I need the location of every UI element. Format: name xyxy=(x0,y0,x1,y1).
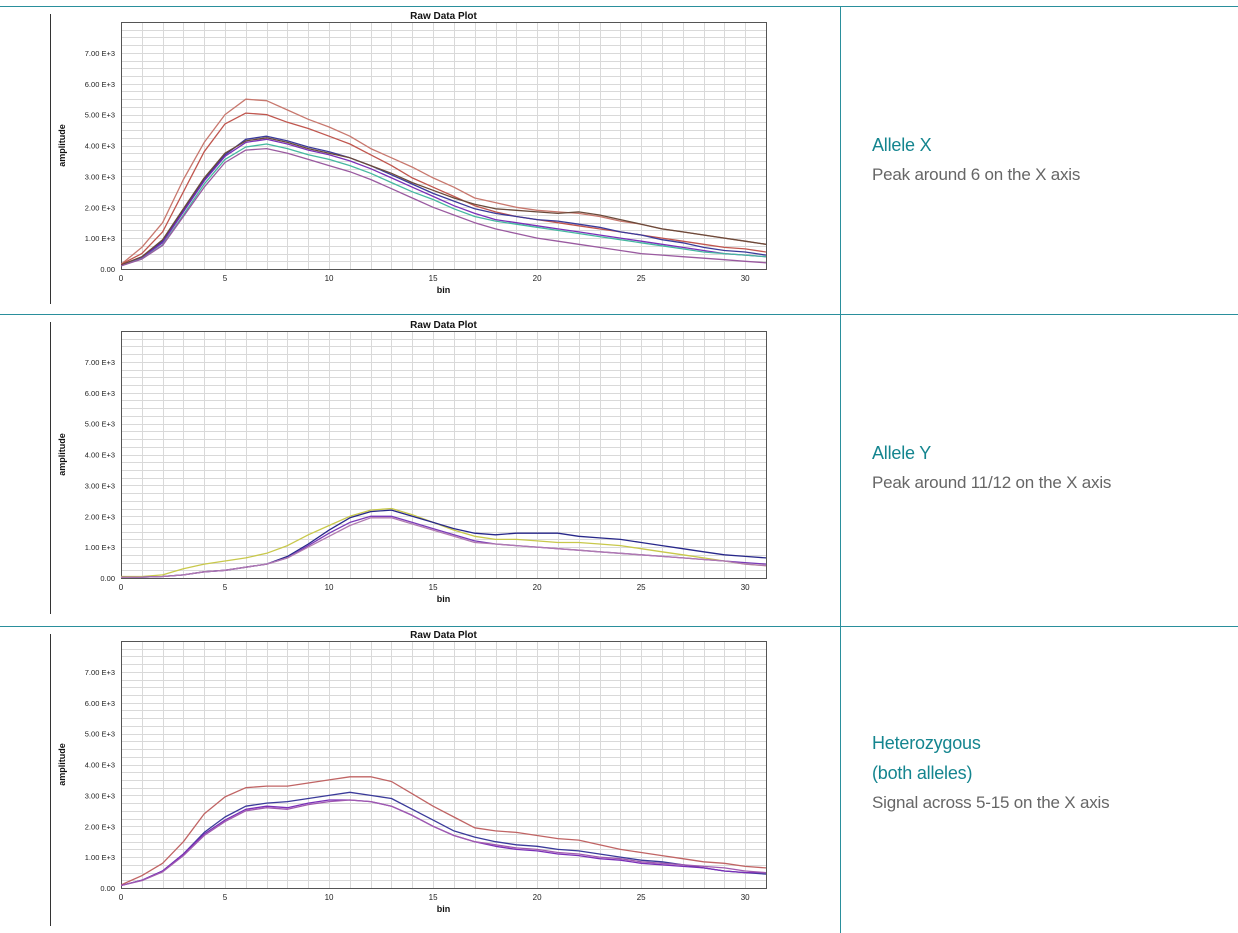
y-tick-label: 7.00 E+3 xyxy=(85,668,115,677)
chart-title: Raw Data Plot xyxy=(410,11,477,22)
x-tick-label: 15 xyxy=(429,583,438,592)
x-axis-label: bin xyxy=(437,904,451,914)
x-tick-label: 5 xyxy=(223,893,228,902)
y-tick-label: 7.00 E+3 xyxy=(85,358,115,367)
y-tick-label: 0.00 xyxy=(100,574,115,583)
chart-title: Raw Data Plot xyxy=(410,320,477,331)
x-tick-label: 0 xyxy=(119,583,124,592)
chart-title: Raw Data Plot xyxy=(410,630,477,641)
plot-frame xyxy=(121,641,767,889)
series-line xyxy=(121,143,766,267)
y-tick-label: 1.00 E+3 xyxy=(85,853,115,862)
x-tick-label: 25 xyxy=(637,893,646,902)
y-axis-label: amplitude xyxy=(57,433,67,476)
y-tick-label: 1.00 E+3 xyxy=(85,543,115,552)
panel-label: Allele Y xyxy=(872,443,932,463)
y-tick-label: 4.00 E+3 xyxy=(85,142,115,151)
x-tick-label: 15 xyxy=(429,274,438,283)
series-line xyxy=(121,112,766,265)
x-tick-label: 20 xyxy=(533,274,542,283)
x-tick-label: 30 xyxy=(741,583,750,592)
y-tick-label: 5.00 E+3 xyxy=(85,420,115,429)
y-tick-label: 5.00 E+3 xyxy=(85,730,115,739)
raw-data-plot-allele-y: Raw Data Plot 0.00 1.00 E+3 2.00 E+3 3.00 E+… xyxy=(57,320,767,604)
y-tick-label: 6.00 E+3 xyxy=(85,699,115,708)
y-tick-label: 2.00 E+3 xyxy=(85,822,115,831)
panel-note: Peak around 11/12 on the X axis xyxy=(872,473,1112,492)
panel-description-heterozygous: Heterozygous (both alleles) Signal acros… xyxy=(872,728,1110,818)
raw-data-plot-allele-x: Raw Data Plot 0.00 1.00 E+3 2.00 E+3 3.00 E+… xyxy=(57,11,767,295)
y-tick-label: 7.00 E+3 xyxy=(85,49,115,58)
series-line xyxy=(121,799,766,887)
series-line xyxy=(121,507,766,578)
x-axis-label: bin xyxy=(437,285,451,295)
x-tick-label: 25 xyxy=(637,274,646,283)
x-tick-label: 20 xyxy=(533,893,542,902)
plot-frame xyxy=(121,22,767,270)
series-line xyxy=(121,137,766,266)
x-tick-label: 15 xyxy=(429,893,438,902)
x-tick-label: 25 xyxy=(637,583,646,592)
series-line xyxy=(121,791,766,887)
y-tick-label: 2.00 E+3 xyxy=(85,512,115,521)
y-tick-label: 3.00 E+3 xyxy=(85,172,115,181)
panel-description-allele-x: Allele X Peak around 6 on the X axis xyxy=(872,130,1080,190)
y-tick-label: 2.00 E+3 xyxy=(85,203,115,212)
y-axis-label: amplitude xyxy=(57,124,67,167)
x-tick-label: 30 xyxy=(741,274,750,283)
series-line xyxy=(121,776,766,886)
series-line xyxy=(121,135,766,266)
plot-area xyxy=(121,331,766,578)
raw-data-plot-heterozygous: Raw Data Plot 0.00 1.00 E+3 2.00 E+3 3.00 E+… xyxy=(57,630,767,914)
y-tick-label: 6.00 E+3 xyxy=(85,389,115,398)
y-tick-label: 1.00 E+3 xyxy=(85,234,115,243)
row-divider-2 xyxy=(0,626,1238,627)
column-divider xyxy=(840,6,841,933)
x-tick-label: 5 xyxy=(223,274,228,283)
x-tick-label: 5 xyxy=(223,583,228,592)
y-tick-label: 5.00 E+3 xyxy=(85,111,115,120)
panel-description-allele-y: Allele Y Peak around 11/12 on the X axis xyxy=(872,438,1111,498)
y-tick-label: 3.00 E+3 xyxy=(85,481,115,490)
x-tick-label: 10 xyxy=(325,583,334,592)
y-tick-label: 4.00 E+3 xyxy=(85,451,115,460)
y-tick-label: 4.00 E+3 xyxy=(85,761,115,770)
panel-label-line-2: (both alleles) xyxy=(872,763,973,783)
series-line xyxy=(121,147,766,267)
panel-note: Peak around 6 on the X axis xyxy=(872,165,1081,184)
panel-label: Allele X xyxy=(872,135,932,155)
x-tick-label: 0 xyxy=(119,274,124,283)
row-divider-1 xyxy=(0,314,1238,315)
x-axis-label: bin xyxy=(437,594,451,604)
panel-label-line-1: Heterozygous xyxy=(872,733,981,753)
plot-frame xyxy=(121,331,767,579)
series-line xyxy=(121,138,766,267)
y-tick-label: 0.00 xyxy=(100,265,115,274)
x-tick-label: 0 xyxy=(119,893,124,902)
plot-left-rule-1 xyxy=(50,14,51,304)
series-group xyxy=(121,98,766,267)
y-tick-label: 0.00 xyxy=(100,884,115,893)
series-line xyxy=(121,517,766,578)
x-tick-label: 30 xyxy=(741,893,750,902)
grid xyxy=(121,22,767,270)
row-divider-top xyxy=(0,6,1238,7)
y-tick-label: 6.00 E+3 xyxy=(85,80,115,89)
x-tick-label: 10 xyxy=(325,893,334,902)
plot-area xyxy=(121,641,766,888)
plot-area xyxy=(121,22,766,269)
plot-left-rule-2 xyxy=(50,322,51,614)
y-axis-label: amplitude xyxy=(57,743,67,786)
x-tick-label: 20 xyxy=(533,583,542,592)
y-tick-label: 3.00 E+3 xyxy=(85,791,115,800)
series-group xyxy=(121,776,766,887)
plot-left-rule-3 xyxy=(50,634,51,926)
series-group xyxy=(121,507,766,578)
panel-note: Signal across 5-15 on the X axis xyxy=(872,793,1110,812)
x-tick-label: 10 xyxy=(325,274,334,283)
